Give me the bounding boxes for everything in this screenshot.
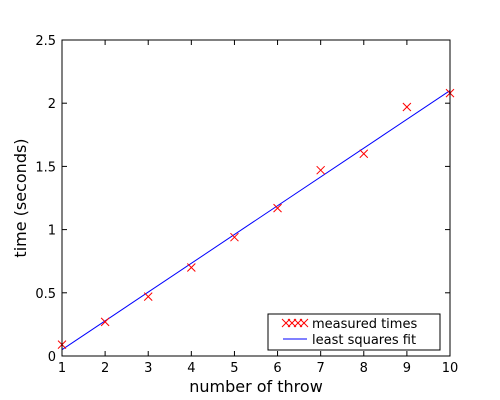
fit-line [61, 90, 451, 351]
marks-layer [57, 88, 455, 351]
x-tick-label: 7 [317, 361, 325, 376]
x-tick-label: 1 [58, 361, 66, 376]
ticks-layer: 1 2 3 4 5 6 7 8 9 10 0 0.5 1 1.5 2 2.5 [35, 34, 458, 376]
x-tick-label: 3 [144, 361, 152, 376]
x-tick-label: 4 [187, 361, 195, 376]
y-axis-title: time (seconds) [11, 138, 30, 257]
data-point [143, 292, 153, 301]
x-tick-label: 8 [360, 361, 368, 376]
y-tick-label: 1.5 [35, 160, 56, 175]
legend-label-least-squares-fit: least squares fit [312, 333, 416, 348]
legend-marker-measured-times [281, 318, 309, 328]
x-tick-label: 6 [273, 361, 281, 376]
plot-frame [61, 39, 451, 357]
y-tick-label: 2 [48, 97, 56, 112]
data-point [402, 102, 412, 112]
data-point [230, 232, 239, 242]
x-axis-title: number of throw [189, 377, 323, 396]
y-tick-label: 0.5 [35, 287, 56, 302]
y-tick-label: 1 [48, 224, 56, 239]
x-tick-label: 10 [442, 361, 459, 376]
data-point [359, 149, 369, 159]
legend: measured times least squares fit [267, 313, 441, 351]
y-tick-label: 2.5 [35, 34, 56, 49]
data-point [273, 203, 282, 213]
x-tick-label: 2 [101, 361, 109, 376]
y-tick-label: 0 [48, 350, 56, 365]
legend-label-measured-times: measured times [312, 317, 417, 332]
data-point [100, 317, 110, 327]
legend-box [267, 313, 441, 351]
x-tick-label: 5 [230, 361, 238, 376]
x-tick-label: 9 [403, 361, 411, 376]
legend-x-glyph [299, 318, 309, 328]
data-point [316, 165, 326, 175]
data-point [186, 263, 196, 272]
